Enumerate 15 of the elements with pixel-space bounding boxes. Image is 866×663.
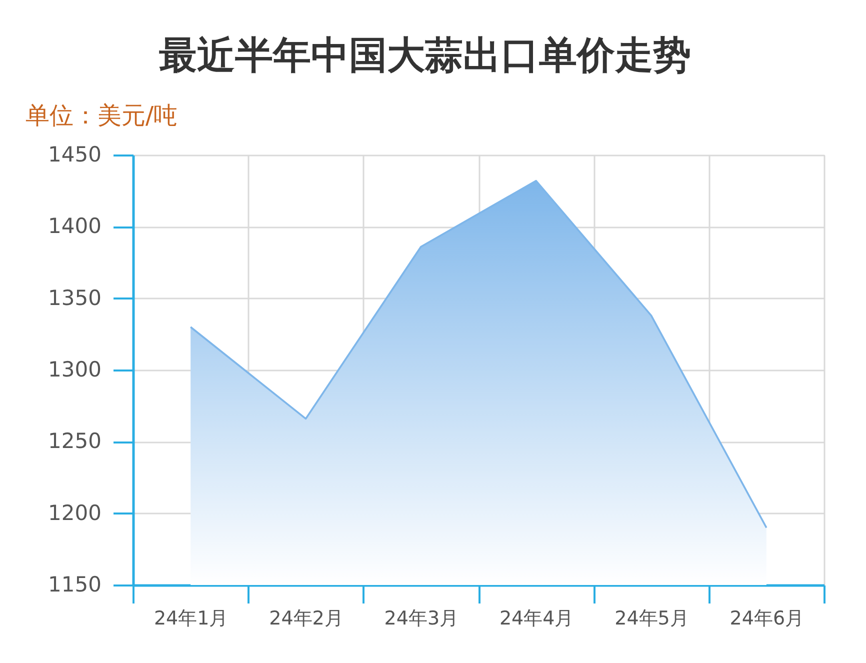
y-tick-label: 1400 (48, 214, 102, 238)
y-tick-label: 1200 (48, 500, 102, 525)
x-tick-label: 24年2月 (269, 608, 344, 630)
y-tick-label: 1350 (48, 286, 102, 310)
x-tick-label: 24年5月 (614, 608, 689, 630)
y-tick-label: 1450 (48, 142, 102, 166)
x-tick-label: 24年4月 (499, 608, 574, 630)
x-tick-label: 24年1月 (154, 608, 228, 630)
y-tick-label: 1150 (48, 572, 102, 596)
chart-title: 最近半年中国大蒜出口单价走势 (159, 33, 691, 77)
y-tick-label: 1250 (48, 429, 102, 454)
x-tick-label: 24年6月 (730, 608, 804, 630)
y-axis-title: 单位：美元/吨 (26, 102, 178, 130)
x-tick-label: 24年3月 (384, 608, 459, 630)
y-tick-label: 1300 (48, 358, 102, 382)
